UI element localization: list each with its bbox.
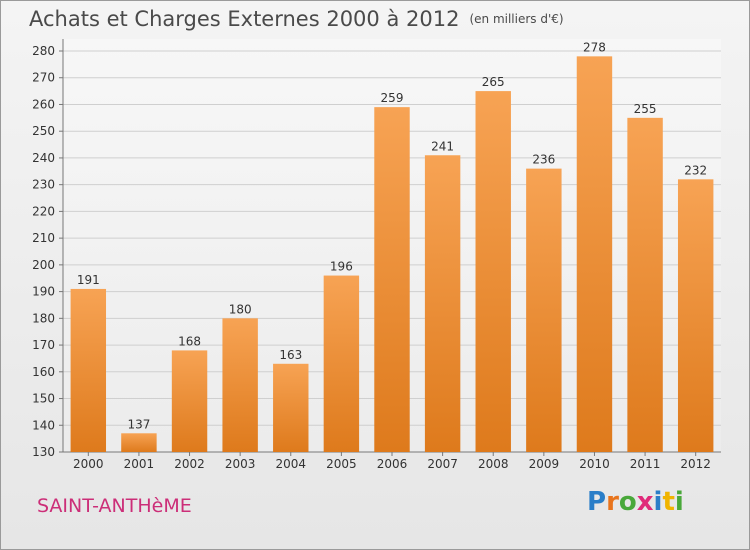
bar-2010 [576,56,613,452]
bar-2006 [374,107,410,452]
y-tick-label: 150 [32,392,55,406]
bar-2004 [273,363,309,452]
bar-value-label: 137 [127,417,150,431]
y-tick-label: 140 [32,418,55,432]
y-tick-label: 130 [32,445,55,459]
logo-letter: i [674,487,684,517]
y-tick-label: 220 [32,204,55,218]
bar-value-label: 265 [482,75,505,89]
bar-value-label: 278 [583,40,606,54]
x-tick-label: 2000 [73,457,104,471]
bar-2008 [475,91,511,452]
y-tick-label: 160 [32,365,55,379]
place-name: SAINT-ANTHèME [37,495,192,517]
logo-letter: i [653,487,663,517]
bar-value-label: 180 [229,302,252,316]
bar-value-label: 163 [279,348,302,362]
x-tick-label: 2007 [427,457,458,471]
y-tick-label: 170 [32,338,55,352]
x-tick-label: 2001 [124,457,155,471]
bar-2002 [171,350,208,452]
bar-value-label: 168 [178,334,201,348]
y-tick-label: 260 [32,97,55,111]
bar-2009 [526,168,562,453]
x-tick-label: 2012 [680,457,711,471]
y-tick-label: 190 [32,285,55,299]
bar-value-label: 232 [684,163,707,177]
x-tick-label: 2005 [326,457,357,471]
y-tick-label: 270 [32,71,55,85]
title-unit: (en milliers d'€) [469,12,564,26]
logo-letter: P [587,487,607,517]
y-tick-label: 230 [32,178,55,192]
bar-2001 [121,433,157,452]
y-tick-label: 180 [32,311,55,325]
bar-value-label: 241 [431,139,454,153]
logo-letter: x [636,487,654,517]
x-tick-label: 2006 [377,457,408,471]
x-tick-label: 2003 [225,457,256,471]
bar-2000 [70,288,107,452]
chart-title: Achats et Charges Externes 2000 à 2012 (e… [29,7,564,31]
logo-letter: o [618,487,637,517]
bar-value-label: 255 [634,102,657,116]
logo-letter: t [662,487,675,517]
proxiti-logo: Proxiti [587,487,684,517]
y-tick-label: 210 [32,231,55,245]
bar-2007 [424,155,461,452]
x-tick-label: 2002 [174,457,205,471]
logo-letter: r [606,487,619,517]
x-tick-label: 2008 [478,457,509,471]
bar-2003 [222,318,258,452]
x-tick-label: 2011 [630,457,661,471]
x-tick-label: 2010 [579,457,610,471]
bar-value-label: 236 [532,153,555,167]
bar-value-label: 259 [381,91,404,105]
bar-2005 [323,275,360,452]
y-tick-label: 240 [32,151,55,165]
bar-2011 [627,117,663,452]
x-tick-label: 2004 [275,457,306,471]
x-tick-label: 2009 [529,457,560,471]
bar-value-label: 196 [330,260,353,274]
y-tick-label: 280 [32,44,55,58]
bar-value-label: 191 [77,273,100,287]
y-tick-label: 200 [32,258,55,272]
bar-2012 [677,179,714,452]
title-text: Achats et Charges Externes 2000 à 2012 [29,7,460,31]
y-tick-label: 250 [32,124,55,138]
